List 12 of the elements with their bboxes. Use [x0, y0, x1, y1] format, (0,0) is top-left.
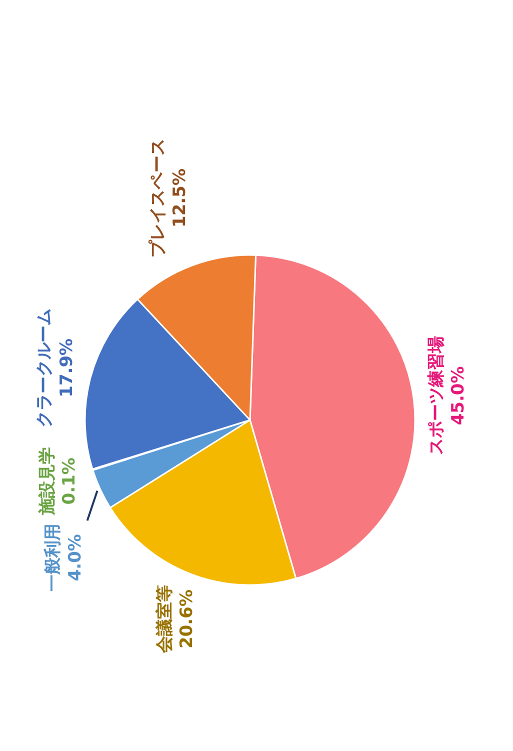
data-label: 4.0%: [65, 534, 86, 582]
slice-label: 会議室等: [155, 585, 175, 654]
data-label: 17.9%: [56, 338, 77, 398]
slice-label: プレイスペース: [148, 138, 168, 258]
slice-label: 施設見学: [37, 447, 58, 516]
slice-label: 一般利用: [43, 524, 64, 592]
data-label: 45.0%: [448, 366, 468, 426]
data-label: 20.6%: [177, 590, 198, 648]
slice-label: スポーツ練習場: [426, 336, 446, 456]
slice-label: クラークルーム: [34, 308, 55, 428]
data-label: 0.1%: [60, 458, 80, 505]
data-label: 12.5%: [170, 168, 190, 228]
